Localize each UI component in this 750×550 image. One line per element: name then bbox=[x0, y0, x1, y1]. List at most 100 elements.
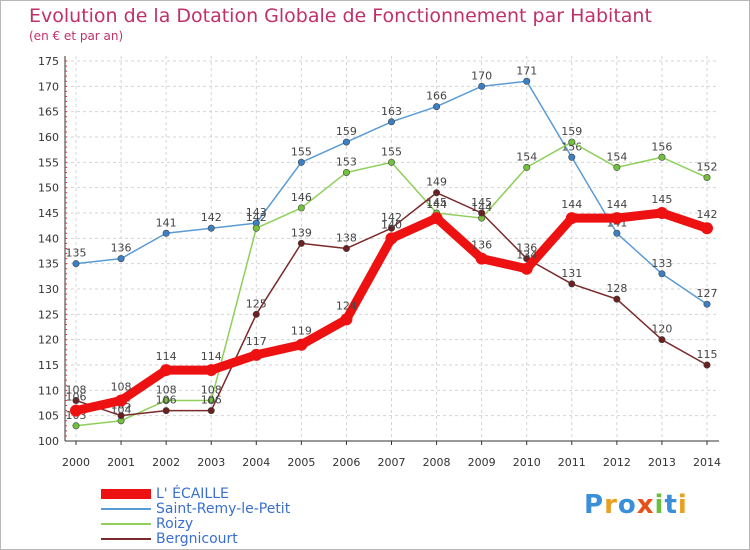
x-tick-label: 2008 bbox=[423, 456, 451, 469]
data-label: 159 bbox=[561, 125, 582, 138]
data-point bbox=[297, 239, 305, 247]
data-point bbox=[478, 209, 486, 217]
data-point bbox=[70, 404, 82, 417]
y-tick-label: 100 bbox=[38, 435, 59, 448]
data-label: 114 bbox=[156, 350, 177, 363]
data-point bbox=[72, 260, 80, 268]
data-label: 136 bbox=[471, 239, 492, 252]
data-point bbox=[701, 222, 713, 235]
data-point bbox=[610, 212, 623, 225]
data-point bbox=[658, 153, 666, 161]
legend-swatch-roizy bbox=[101, 523, 151, 525]
data-label: 142 bbox=[697, 208, 718, 221]
data-label: 159 bbox=[336, 125, 357, 138]
data-point bbox=[703, 300, 711, 308]
data-label: 117 bbox=[246, 335, 267, 348]
x-tick-label: 2007 bbox=[378, 456, 406, 469]
data-point bbox=[252, 310, 260, 318]
data-point bbox=[207, 224, 215, 232]
x-tick-label: 2013 bbox=[648, 456, 676, 469]
data-point bbox=[250, 348, 263, 361]
data-point bbox=[72, 422, 80, 430]
data-label: 145 bbox=[426, 196, 447, 209]
data-label: 124 bbox=[336, 299, 357, 312]
y-tick-label: 175 bbox=[38, 55, 59, 68]
data-label: 163 bbox=[381, 105, 402, 118]
legend-label-bergnicourt: Bergnicourt bbox=[156, 531, 238, 547]
x-tick-label: 2001 bbox=[107, 456, 135, 469]
x-tick-label: 2005 bbox=[287, 456, 315, 469]
data-label: 108 bbox=[201, 383, 222, 396]
data-label: 142 bbox=[246, 211, 267, 224]
data-label: 144 bbox=[426, 198, 447, 211]
data-label: 138 bbox=[336, 231, 357, 244]
data-point bbox=[385, 232, 398, 245]
data-point bbox=[205, 364, 218, 377]
data-point bbox=[568, 280, 576, 288]
y-tick-label: 125 bbox=[38, 308, 59, 321]
data-point bbox=[387, 224, 395, 232]
data-label: 125 bbox=[246, 297, 267, 310]
y-tick-label: 145 bbox=[38, 207, 59, 220]
x-tick-label: 2012 bbox=[603, 456, 631, 469]
data-point bbox=[160, 364, 173, 377]
data-point bbox=[162, 407, 170, 415]
data-label: 154 bbox=[606, 150, 627, 163]
x-tick-label: 2010 bbox=[513, 456, 541, 469]
y-tick-label: 155 bbox=[38, 156, 59, 169]
data-point bbox=[613, 229, 621, 237]
data-label: 106 bbox=[201, 394, 222, 407]
y-tick-label: 170 bbox=[38, 80, 59, 93]
data-label: 142 bbox=[201, 211, 222, 224]
data-point bbox=[72, 396, 80, 404]
data-label: 146 bbox=[291, 191, 312, 204]
data-point bbox=[613, 295, 621, 303]
data-label: 106 bbox=[66, 391, 87, 404]
y-tick-label: 165 bbox=[38, 106, 59, 119]
data-label: 170 bbox=[471, 69, 492, 82]
data-point bbox=[297, 158, 305, 166]
x-tick-label: 2002 bbox=[152, 456, 180, 469]
data-label: 139 bbox=[291, 226, 312, 239]
data-point bbox=[252, 224, 260, 232]
x-tick-label: 2011 bbox=[558, 456, 586, 469]
data-point bbox=[478, 82, 486, 90]
y-tick-label: 135 bbox=[38, 258, 59, 271]
data-point bbox=[340, 313, 353, 326]
legend-label-saint-remy: Saint-Remy-le-Petit bbox=[156, 501, 291, 517]
data-label: 144 bbox=[606, 198, 627, 211]
y-tick-label: 150 bbox=[38, 182, 59, 195]
data-label: 120 bbox=[651, 323, 672, 336]
data-point bbox=[565, 212, 578, 225]
data-point bbox=[342, 244, 350, 252]
y-tick-label: 130 bbox=[38, 283, 59, 296]
data-label: 145 bbox=[471, 196, 492, 209]
data-label: 119 bbox=[291, 325, 312, 338]
data-point bbox=[568, 153, 576, 161]
legend-swatch-bergnicourt bbox=[101, 538, 151, 540]
data-point bbox=[433, 103, 441, 111]
data-label: 134 bbox=[516, 249, 537, 262]
y-tick-label: 110 bbox=[38, 384, 59, 397]
data-point bbox=[703, 174, 711, 182]
data-label: 114 bbox=[201, 350, 222, 363]
data-label: 108 bbox=[111, 380, 132, 393]
data-point bbox=[162, 229, 170, 237]
legend-swatch-saint-remy bbox=[101, 508, 151, 510]
data-label: 149 bbox=[426, 176, 447, 189]
data-point bbox=[342, 138, 350, 146]
data-point bbox=[342, 168, 350, 176]
data-point bbox=[703, 361, 711, 369]
y-tick-label: 105 bbox=[38, 410, 59, 423]
data-point bbox=[568, 138, 576, 146]
data-point bbox=[475, 252, 488, 265]
data-label: 135 bbox=[66, 247, 87, 260]
data-label: 108 bbox=[156, 383, 177, 396]
data-label: 155 bbox=[291, 145, 312, 158]
data-label: 156 bbox=[651, 140, 672, 153]
data-label: 136 bbox=[516, 242, 537, 255]
data-point bbox=[430, 212, 443, 225]
data-point bbox=[613, 163, 621, 171]
chart-title: Evolution de la Dotation Globale de Fonc… bbox=[29, 5, 652, 27]
